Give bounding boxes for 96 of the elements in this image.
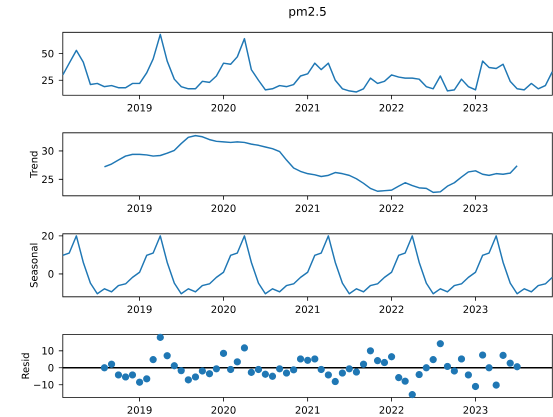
point — [192, 373, 200, 381]
point — [268, 372, 276, 380]
point — [212, 365, 220, 372]
x-tick-label: 2022 — [380, 204, 404, 212]
point — [304, 356, 312, 364]
point — [506, 360, 514, 367]
point — [164, 352, 171, 360]
x-tick-label: 2020 — [212, 204, 236, 212]
point — [444, 362, 452, 370]
point — [430, 356, 437, 364]
y-tick-label: 10 — [42, 347, 54, 355]
y-tick-label: 25 — [42, 76, 54, 84]
y-tick-label: 25 — [42, 176, 54, 184]
x-tick-label: 2022 — [380, 306, 404, 314]
point — [472, 382, 480, 390]
point — [156, 334, 164, 341]
point — [282, 369, 290, 377]
point — [366, 347, 374, 354]
point — [374, 357, 382, 364]
y-tick-label: 0 — [48, 270, 54, 278]
point — [499, 352, 507, 359]
point — [395, 374, 402, 382]
y-axis-title: Resid — [21, 353, 30, 379]
point — [485, 364, 493, 372]
x-tick-label: 2019 — [128, 204, 152, 212]
point — [150, 356, 157, 364]
point — [262, 370, 269, 378]
y-axis-title: Trend — [30, 152, 38, 178]
point — [408, 391, 416, 398]
x-tick-label: 2022 — [380, 104, 404, 112]
point — [311, 355, 318, 363]
x-tick-label: 2023 — [464, 104, 488, 112]
x-tick-label: 2021 — [296, 104, 320, 112]
point — [240, 344, 248, 352]
line-series — [62, 34, 552, 93]
point — [227, 366, 234, 374]
point — [136, 378, 144, 386]
x-tick-label: 2021 — [296, 406, 320, 414]
point — [143, 375, 150, 382]
y-axis-title: Seasonal — [30, 244, 38, 288]
point — [198, 367, 206, 375]
point — [178, 367, 185, 374]
point — [254, 366, 262, 374]
x-tick-label: 2021 — [296, 204, 320, 212]
point — [360, 360, 368, 368]
x-tick-label: 2020 — [212, 104, 236, 112]
point — [332, 378, 339, 386]
point — [450, 367, 458, 375]
x-tick-label: 2019 — [128, 104, 152, 112]
point — [248, 368, 255, 376]
point — [290, 366, 298, 374]
x-tick-label: 2020 — [212, 306, 236, 314]
point — [352, 368, 360, 376]
point — [492, 382, 500, 389]
point — [338, 369, 346, 377]
point — [170, 362, 178, 370]
point — [324, 371, 332, 379]
x-tick-label: 2019 — [128, 406, 152, 414]
point — [479, 351, 486, 359]
y-tick-label: 30 — [42, 147, 54, 155]
chart-title: pm2.5 — [289, 6, 326, 18]
point — [388, 353, 396, 360]
point — [422, 364, 430, 372]
point — [346, 365, 353, 372]
x-tick-label: 2020 — [212, 406, 236, 414]
point — [318, 366, 325, 374]
point — [514, 363, 521, 370]
point — [436, 340, 444, 348]
y-tick-label: −10 — [34, 380, 54, 389]
point — [416, 370, 423, 378]
x-tick-label: 2023 — [464, 204, 488, 212]
point — [220, 350, 228, 357]
point — [122, 373, 130, 381]
line-series — [62, 235, 552, 294]
point — [276, 365, 284, 372]
y-tick-label: 20 — [42, 232, 54, 240]
line-series — [104, 134, 518, 194]
point — [464, 371, 472, 379]
point — [100, 364, 108, 372]
point — [128, 371, 136, 379]
y-tick-label: 0 — [48, 364, 54, 372]
point — [234, 358, 241, 366]
point — [296, 355, 304, 363]
y-tick-label: 50 — [42, 50, 54, 58]
x-tick-label: 2023 — [464, 406, 488, 414]
point — [380, 358, 388, 366]
x-tick-label: 2022 — [380, 406, 404, 414]
point — [206, 370, 214, 378]
point — [458, 355, 466, 363]
point — [184, 376, 192, 384]
x-tick-label: 2021 — [296, 306, 320, 314]
point — [108, 360, 116, 368]
x-tick-label: 2023 — [464, 306, 488, 314]
x-tick-label: 2019 — [128, 306, 152, 314]
point — [402, 378, 409, 385]
point — [114, 371, 122, 379]
